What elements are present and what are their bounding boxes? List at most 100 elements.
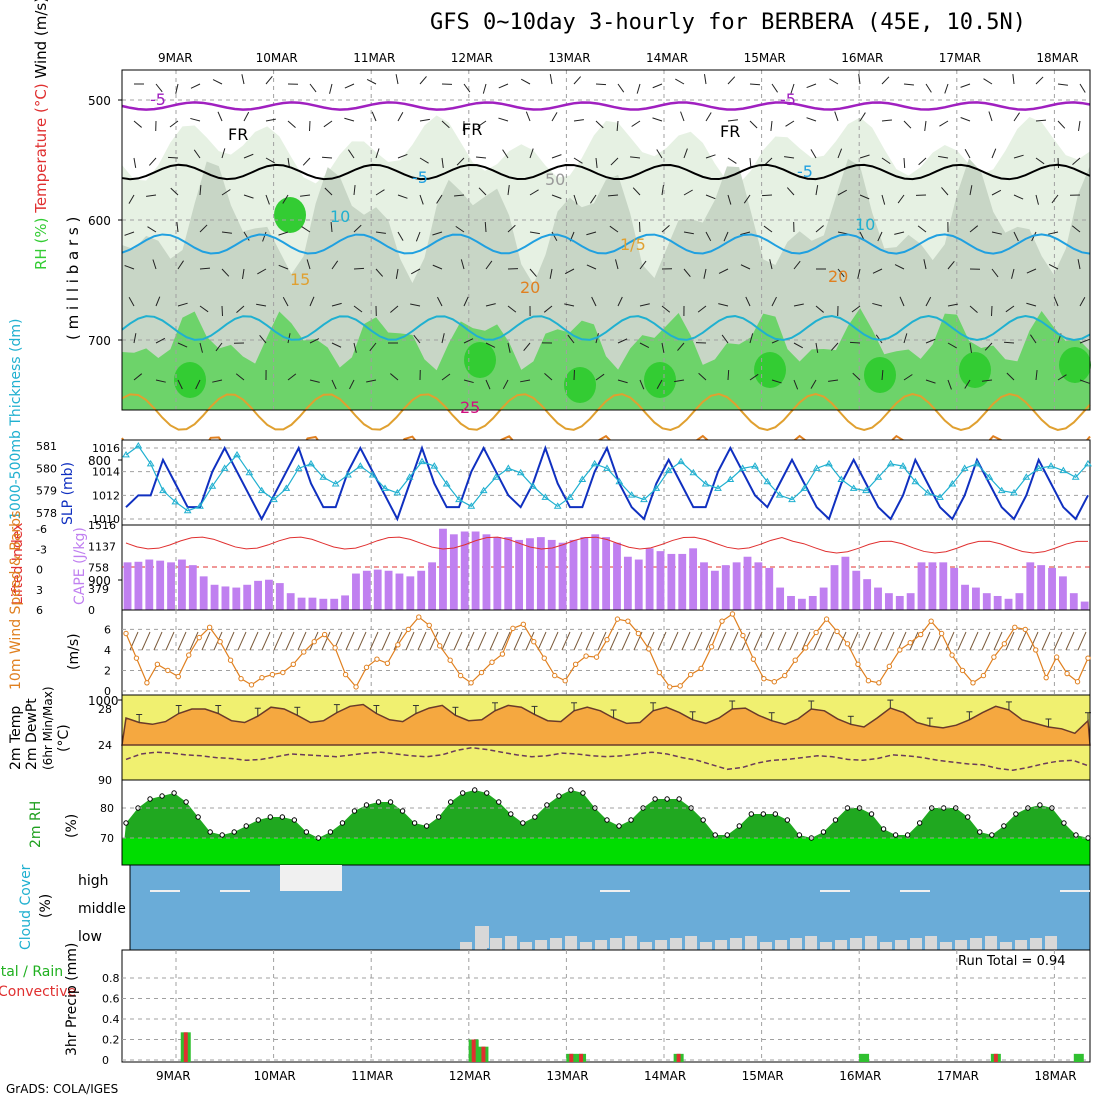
wind-point [1064,670,1070,677]
wind-barb [815,225,824,233]
wind-barb [241,74,245,85]
wind-barb [683,231,694,235]
wind-barb [463,338,474,344]
rh-point [327,829,334,835]
thickness-point [689,468,698,476]
rh-point [544,802,550,808]
thickness-point [257,486,266,494]
wind-barb [771,83,778,93]
wind-point [478,669,485,676]
contour-label: 20 [828,267,848,286]
wind-barb [636,83,641,94]
wind-barb [1072,157,1081,165]
rh-point [339,820,346,826]
wind-barb [981,631,991,651]
date-label-top: 18MAR [1036,51,1078,65]
temp-label: 2m DewPt [24,698,40,770]
wind-barb [1013,112,1020,122]
rh-point [700,817,706,823]
low-cloud-bar [655,940,667,950]
wind-barb [830,342,839,351]
wind-barb [677,342,685,351]
upper-air-frame [121,69,1091,411]
thickness-point [566,493,574,500]
thickness-point [233,450,241,458]
thickness-point [159,486,167,494]
wind-barb [507,305,517,313]
thickness-point [307,459,315,467]
precip-total-label: Total / Rain [0,964,63,980]
cape-bar [395,573,404,610]
wind-barb [859,154,870,159]
contour-label: -5 [780,90,796,109]
thickness-point [788,495,796,503]
thickness-point [319,473,328,480]
wind-barb [947,342,957,349]
wind-barb [790,83,795,94]
date-label-bottom: 15MAR [742,1069,784,1083]
date-label-bottom: 10MAR [254,1069,296,1083]
thickness-point [874,473,883,480]
wind-barb [453,631,463,651]
wind-barb [727,194,732,205]
date-label-top: 17MAR [939,51,981,65]
wind-point [165,667,171,674]
wind-point [395,642,401,648]
wind-barb [633,631,643,651]
wind-barb [723,231,729,242]
wind-barb [165,631,175,651]
wind-point [541,655,547,661]
cape-bar [700,562,708,610]
precip-convective-bar [481,1046,486,1062]
cape-bar [167,562,175,610]
low-cloud-bar [580,942,592,950]
cape-bar [732,562,741,610]
rh-point [965,814,971,820]
wind-point [531,639,537,645]
wind-barb [661,342,665,353]
low-cloud-bar [715,940,727,950]
thickness-point [270,495,278,503]
cape-tick: 1137 [88,540,116,553]
wind-barb [460,259,465,270]
wind-barb [237,631,247,651]
contour-label: -5 [797,162,813,181]
low-cloud-bar [970,938,982,950]
cloud-panel [129,864,1091,951]
wind-point [384,660,391,666]
wind-point [321,631,328,638]
wind-barb [674,379,685,383]
wind-point [426,622,432,628]
wind-barb [212,79,223,85]
wind-barb [960,83,971,88]
rh-patch [174,362,206,398]
wind-barb [133,373,143,381]
high-cloud-bar [820,890,850,892]
cape-bar [993,595,1002,610]
thickness-point [442,479,451,487]
wind-barb [375,231,386,234]
thickness-point [516,468,525,476]
wind-barb [813,631,823,651]
wind-barb [573,194,578,205]
wind-barb [390,373,399,381]
cape-bar [134,561,143,610]
low-cloud-bar [625,936,637,950]
cape-bar [352,573,360,610]
dewpoint-line [125,746,1089,771]
rh-point [664,796,670,802]
thickness-point [664,466,673,474]
precip-tick: 0.4 [102,1013,120,1026]
wind-barb [175,83,179,94]
low-cloud-bar [1045,936,1057,950]
wind-point [342,671,349,678]
wind-barb [621,631,631,651]
wind-barb [727,157,737,164]
wind-barb [324,187,333,196]
wind-barb [265,118,276,122]
thickness-tick: 581 [36,440,57,453]
contour-label: 25 [460,398,480,417]
wind-barb [300,194,311,197]
wind-barb [485,342,496,348]
cape-bar [961,584,969,610]
